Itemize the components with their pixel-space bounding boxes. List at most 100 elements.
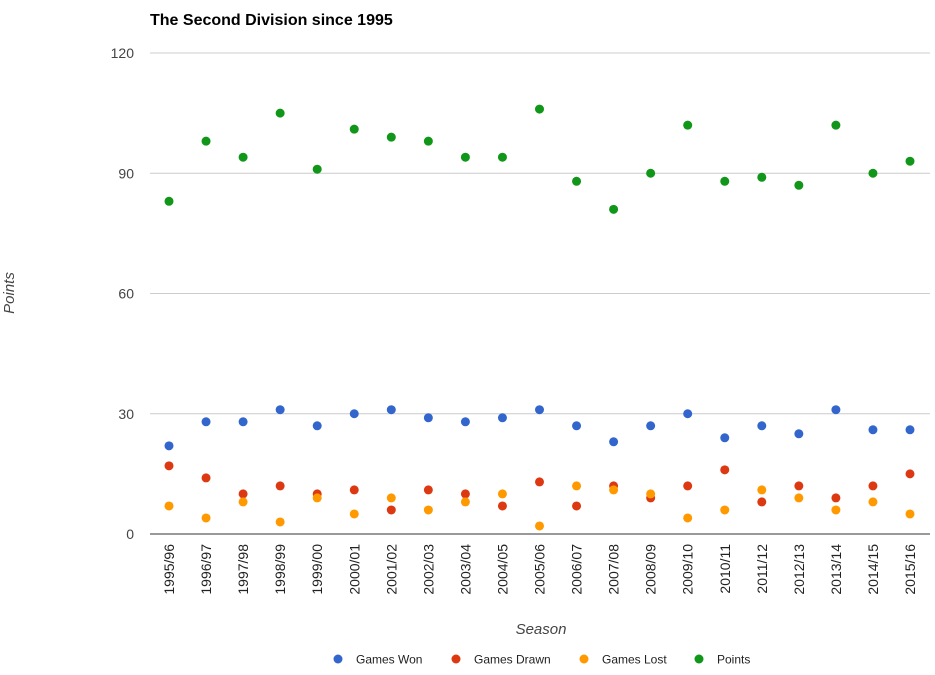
x-tick-label: 2003/04 bbox=[457, 544, 473, 595]
data-point[interactable] bbox=[609, 437, 619, 447]
x-tick-label: 2009/10 bbox=[680, 544, 696, 595]
data-point[interactable] bbox=[535, 405, 544, 415]
data-point[interactable] bbox=[164, 501, 174, 511]
data-point[interactable] bbox=[275, 481, 285, 491]
data-point[interactable] bbox=[423, 505, 433, 515]
data-point[interactable] bbox=[201, 417, 211, 427]
data-point[interactable] bbox=[757, 497, 767, 507]
data-point[interactable] bbox=[720, 505, 730, 515]
data-point[interactable] bbox=[572, 501, 582, 511]
legend-item[interactable]: Games Won bbox=[333, 653, 423, 667]
data-point[interactable] bbox=[201, 513, 211, 523]
data-point[interactable] bbox=[460, 489, 470, 499]
data-point[interactable] bbox=[794, 429, 804, 439]
data-point[interactable] bbox=[609, 485, 619, 495]
data-point[interactable] bbox=[794, 481, 804, 491]
data-point[interactable] bbox=[794, 493, 804, 503]
data-point[interactable] bbox=[905, 469, 915, 479]
legend-item[interactable]: Points bbox=[694, 653, 751, 667]
data-point[interactable] bbox=[831, 505, 841, 515]
data-point[interactable] bbox=[423, 413, 433, 423]
data-point[interactable] bbox=[312, 493, 322, 503]
data-point[interactable] bbox=[386, 493, 396, 503]
data-point[interactable] bbox=[460, 497, 470, 507]
y-tick-label: 90 bbox=[118, 165, 134, 181]
data-point[interactable] bbox=[349, 485, 359, 495]
data-point[interactable] bbox=[349, 509, 359, 519]
data-point[interactable] bbox=[720, 433, 730, 443]
data-point[interactable] bbox=[164, 196, 174, 206]
data-point[interactable] bbox=[720, 176, 730, 186]
data-point[interactable] bbox=[497, 489, 507, 499]
data-point[interactable] bbox=[275, 517, 285, 527]
chart-title: The Second Division since 1995 bbox=[150, 12, 393, 29]
data-point[interactable] bbox=[238, 417, 248, 427]
data-point[interactable] bbox=[572, 481, 582, 491]
data-point[interactable] bbox=[386, 405, 396, 415]
data-point[interactable] bbox=[349, 409, 359, 419]
data-point[interactable] bbox=[757, 421, 767, 431]
data-point[interactable] bbox=[905, 509, 915, 519]
data-point[interactable] bbox=[275, 405, 285, 415]
data-point[interactable] bbox=[831, 493, 841, 503]
data-point[interactable] bbox=[757, 485, 767, 495]
data-point[interactable] bbox=[423, 136, 433, 146]
data-point[interactable] bbox=[423, 485, 433, 495]
data-point[interactable] bbox=[460, 417, 470, 427]
data-point[interactable] bbox=[497, 413, 507, 423]
data-point[interactable] bbox=[831, 405, 841, 415]
data-point[interactable] bbox=[535, 104, 544, 114]
data-point[interactable] bbox=[312, 164, 322, 174]
data-point[interactable] bbox=[683, 120, 693, 130]
data-point[interactable] bbox=[757, 172, 767, 182]
legend-marker bbox=[694, 654, 704, 664]
data-point[interactable] bbox=[535, 521, 544, 531]
data-point[interactable] bbox=[646, 168, 656, 178]
data-point[interactable] bbox=[572, 421, 582, 431]
gridlines bbox=[150, 52, 930, 535]
x-tick-label: 2001/02 bbox=[383, 544, 399, 595]
data-point[interactable] bbox=[238, 497, 248, 507]
data-point[interactable] bbox=[646, 489, 656, 499]
data-point[interactable] bbox=[868, 425, 878, 435]
data-point[interactable] bbox=[238, 489, 248, 499]
data-point[interactable] bbox=[905, 156, 915, 166]
data-point[interactable] bbox=[720, 465, 730, 475]
data-point[interactable] bbox=[164, 461, 174, 471]
data-point[interactable] bbox=[868, 481, 878, 491]
legend-item[interactable]: Games Lost bbox=[579, 653, 668, 667]
data-point[interactable] bbox=[164, 441, 174, 451]
data-point[interactable] bbox=[905, 425, 915, 435]
data-point[interactable] bbox=[312, 421, 322, 431]
data-point[interactable] bbox=[794, 180, 804, 190]
data-point[interactable] bbox=[831, 120, 841, 130]
data-point[interactable] bbox=[497, 501, 507, 511]
x-tick-label: 1997/98 bbox=[235, 544, 251, 595]
data-point[interactable] bbox=[683, 409, 693, 419]
data-point[interactable] bbox=[572, 176, 582, 186]
legend-item[interactable]: Games Drawn bbox=[451, 653, 551, 667]
data-point[interactable] bbox=[275, 108, 285, 118]
data-point[interactable] bbox=[535, 477, 544, 487]
data-point[interactable] bbox=[609, 204, 619, 214]
data-point[interactable] bbox=[386, 132, 396, 142]
legend-marker bbox=[579, 654, 589, 664]
y-axis-title: Points bbox=[1, 272, 18, 314]
x-tick-label: 2008/09 bbox=[643, 544, 659, 595]
x-tick-label: 2000/01 bbox=[346, 544, 362, 595]
data-point[interactable] bbox=[868, 497, 878, 507]
data-point[interactable] bbox=[683, 481, 693, 491]
data-point[interactable] bbox=[460, 152, 470, 162]
data-point[interactable] bbox=[349, 124, 359, 134]
data-point[interactable] bbox=[868, 168, 878, 178]
data-point[interactable] bbox=[646, 421, 656, 431]
data-point[interactable] bbox=[386, 505, 396, 515]
data-point[interactable] bbox=[201, 473, 211, 483]
legend[interactable]: Games Won Games Drawn Games Lost Points bbox=[333, 653, 751, 667]
y-axis-ticks: 0 30 60 90 120 bbox=[111, 45, 135, 542]
data-point[interactable] bbox=[497, 152, 507, 162]
series-games-won bbox=[164, 405, 915, 451]
data-point[interactable] bbox=[683, 513, 693, 523]
data-point[interactable] bbox=[238, 152, 248, 162]
data-point[interactable] bbox=[201, 136, 211, 146]
